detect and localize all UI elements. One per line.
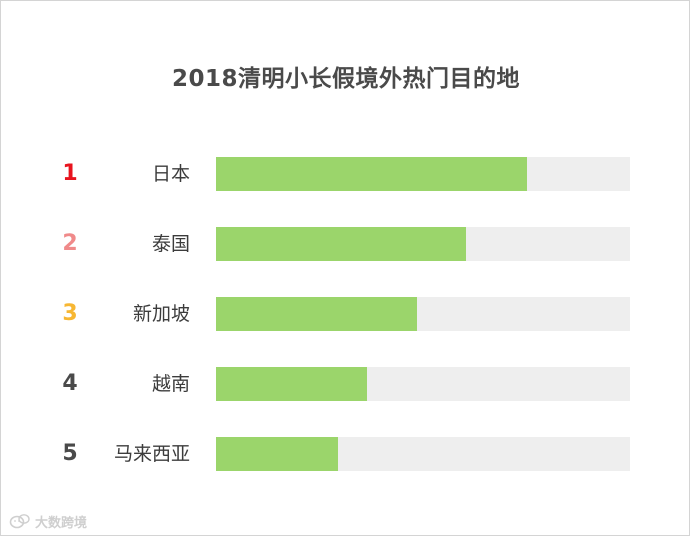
bar-row: 3 新加坡 bbox=[1, 297, 690, 331]
bar-track bbox=[216, 227, 630, 261]
bar-track bbox=[216, 437, 630, 471]
bar bbox=[216, 437, 338, 471]
chart-title: 2018清明小长假境外热门目的地 bbox=[171, 66, 520, 92]
bar-row: 2 泰国 bbox=[1, 227, 690, 261]
bar-track bbox=[216, 367, 630, 401]
watermark: 大数跨境 bbox=[9, 512, 88, 531]
rank-label: 1 bbox=[62, 161, 78, 186]
bar-row: 4 越南 bbox=[1, 367, 690, 401]
wechat-logo-icon bbox=[9, 514, 30, 529]
category-label: 泰国 bbox=[151, 233, 190, 255]
bar-row: 5 马来西亚 bbox=[1, 437, 690, 471]
bar-track bbox=[216, 297, 630, 331]
rank-label: 2 bbox=[62, 231, 78, 256]
category-label: 新加坡 bbox=[132, 303, 190, 325]
bar-track bbox=[216, 157, 630, 191]
bar bbox=[216, 367, 367, 401]
bar bbox=[216, 297, 417, 331]
rank-label: 4 bbox=[62, 371, 78, 396]
bar bbox=[216, 227, 466, 261]
category-label: 越南 bbox=[151, 373, 190, 395]
watermark-text: 大数跨境 bbox=[35, 515, 88, 531]
bar-row: 1 日本 bbox=[1, 157, 690, 191]
rank-label: 3 bbox=[62, 301, 78, 326]
bar bbox=[216, 157, 527, 191]
rank-label: 5 bbox=[62, 441, 78, 466]
category-label: 日本 bbox=[151, 163, 190, 185]
category-label: 马来西亚 bbox=[113, 443, 190, 465]
